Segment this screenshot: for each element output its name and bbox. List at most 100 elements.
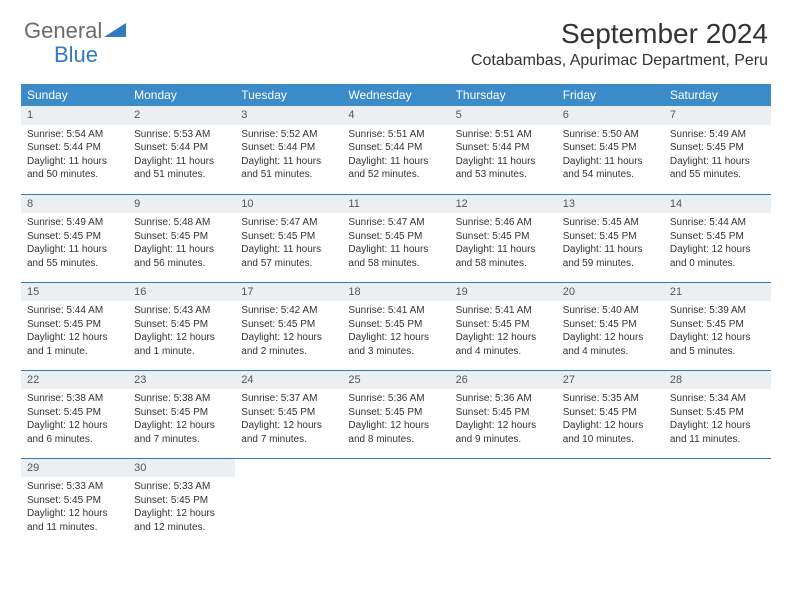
day-body: Sunrise: 5:46 AMSunset: 5:45 PMDaylight:… [450, 213, 557, 274]
calendar-cell: 10Sunrise: 5:47 AMSunset: 5:45 PMDayligh… [235, 194, 342, 282]
sunset-text: Sunset: 5:45 PM [27, 406, 122, 420]
sunrise-text: Sunrise: 5:52 AM [241, 128, 336, 142]
sunrise-text: Sunrise: 5:34 AM [670, 392, 765, 406]
day-body: Sunrise: 5:36 AMSunset: 5:45 PMDaylight:… [450, 389, 557, 450]
day-body: Sunrise: 5:41 AMSunset: 5:45 PMDaylight:… [450, 301, 557, 362]
daylight-line1: Daylight: 11 hours [456, 155, 551, 169]
calendar-cell: 8Sunrise: 5:49 AMSunset: 5:45 PMDaylight… [21, 194, 128, 282]
day-body: Sunrise: 5:51 AMSunset: 5:44 PMDaylight:… [342, 125, 449, 186]
sunrise-text: Sunrise: 5:47 AM [241, 216, 336, 230]
day-body: Sunrise: 5:43 AMSunset: 5:45 PMDaylight:… [128, 301, 235, 362]
day-number: 11 [342, 195, 449, 214]
sunrise-text: Sunrise: 5:40 AM [563, 304, 658, 318]
calendar-row: 29Sunrise: 5:33 AMSunset: 5:45 PMDayligh… [21, 458, 771, 546]
daylight-line1: Daylight: 12 hours [348, 419, 443, 433]
daylight-line1: Daylight: 12 hours [456, 419, 551, 433]
daylight-line2: and 1 minute. [134, 345, 229, 359]
sunrise-text: Sunrise: 5:35 AM [563, 392, 658, 406]
day-body: Sunrise: 5:44 AMSunset: 5:45 PMDaylight:… [664, 213, 771, 274]
calendar-cell: 28Sunrise: 5:34 AMSunset: 5:45 PMDayligh… [664, 370, 771, 458]
day-number: 27 [557, 371, 664, 390]
sunset-text: Sunset: 5:45 PM [670, 141, 765, 155]
daylight-line1: Daylight: 12 hours [134, 507, 229, 521]
sunset-text: Sunset: 5:45 PM [348, 406, 443, 420]
sunrise-text: Sunrise: 5:54 AM [27, 128, 122, 142]
daylight-line2: and 56 minutes. [134, 257, 229, 271]
sunset-text: Sunset: 5:45 PM [563, 141, 658, 155]
daylight-line1: Daylight: 12 hours [27, 419, 122, 433]
sunset-text: Sunset: 5:45 PM [563, 318, 658, 332]
calendar-cell: 18Sunrise: 5:41 AMSunset: 5:45 PMDayligh… [342, 282, 449, 370]
day-body: Sunrise: 5:50 AMSunset: 5:45 PMDaylight:… [557, 125, 664, 186]
calendar-cell: 13Sunrise: 5:45 AMSunset: 5:45 PMDayligh… [557, 194, 664, 282]
calendar-cell: 20Sunrise: 5:40 AMSunset: 5:45 PMDayligh… [557, 282, 664, 370]
weekday-thursday: Thursday [450, 84, 557, 106]
day-body: Sunrise: 5:33 AMSunset: 5:45 PMDaylight:… [128, 477, 235, 538]
calendar-cell: 7Sunrise: 5:49 AMSunset: 5:45 PMDaylight… [664, 106, 771, 194]
calendar-cell [235, 458, 342, 546]
sunrise-text: Sunrise: 5:50 AM [563, 128, 658, 142]
day-number: 2 [128, 106, 235, 125]
title-block: September 2024 Cotabambas, Apurimac Depa… [471, 18, 768, 70]
sunrise-text: Sunrise: 5:41 AM [456, 304, 551, 318]
sunrise-text: Sunrise: 5:51 AM [456, 128, 551, 142]
sunrise-text: Sunrise: 5:48 AM [134, 216, 229, 230]
sunset-text: Sunset: 5:45 PM [134, 230, 229, 244]
sunset-text: Sunset: 5:45 PM [456, 230, 551, 244]
sunset-text: Sunset: 5:45 PM [456, 406, 551, 420]
calendar-row: 15Sunrise: 5:44 AMSunset: 5:45 PMDayligh… [21, 282, 771, 370]
day-number: 21 [664, 283, 771, 302]
day-number: 16 [128, 283, 235, 302]
day-body: Sunrise: 5:42 AMSunset: 5:45 PMDaylight:… [235, 301, 342, 362]
daylight-line2: and 7 minutes. [241, 433, 336, 447]
sunrise-text: Sunrise: 5:37 AM [241, 392, 336, 406]
calendar-cell: 27Sunrise: 5:35 AMSunset: 5:45 PMDayligh… [557, 370, 664, 458]
brand-word2: Blue [54, 42, 98, 68]
daylight-line1: Daylight: 11 hours [241, 243, 336, 257]
day-number: 19 [450, 283, 557, 302]
sunrise-text: Sunrise: 5:41 AM [348, 304, 443, 318]
calendar-cell: 16Sunrise: 5:43 AMSunset: 5:45 PMDayligh… [128, 282, 235, 370]
day-number: 5 [450, 106, 557, 125]
daylight-line2: and 6 minutes. [27, 433, 122, 447]
calendar-cell: 22Sunrise: 5:38 AMSunset: 5:45 PMDayligh… [21, 370, 128, 458]
daylight-line1: Daylight: 12 hours [456, 331, 551, 345]
daylight-line2: and 55 minutes. [27, 257, 122, 271]
sunset-text: Sunset: 5:44 PM [134, 141, 229, 155]
sunrise-text: Sunrise: 5:33 AM [134, 480, 229, 494]
calendar-row: 22Sunrise: 5:38 AMSunset: 5:45 PMDayligh… [21, 370, 771, 458]
logo-triangle-icon [104, 23, 126, 39]
sunset-text: Sunset: 5:45 PM [670, 406, 765, 420]
daylight-line2: and 12 minutes. [134, 521, 229, 535]
daylight-line1: Daylight: 12 hours [563, 331, 658, 345]
sunset-text: Sunset: 5:44 PM [241, 141, 336, 155]
day-number: 25 [342, 371, 449, 390]
sunset-text: Sunset: 5:45 PM [670, 318, 765, 332]
day-number: 15 [21, 283, 128, 302]
weekday-sunday: Sunday [21, 84, 128, 106]
calendar-cell: 25Sunrise: 5:36 AMSunset: 5:45 PMDayligh… [342, 370, 449, 458]
sunset-text: Sunset: 5:45 PM [27, 230, 122, 244]
daylight-line2: and 58 minutes. [456, 257, 551, 271]
daylight-line2: and 58 minutes. [348, 257, 443, 271]
daylight-line2: and 55 minutes. [670, 168, 765, 182]
day-number: 6 [557, 106, 664, 125]
calendar-cell: 19Sunrise: 5:41 AMSunset: 5:45 PMDayligh… [450, 282, 557, 370]
daylight-line1: Daylight: 12 hours [241, 331, 336, 345]
sunset-text: Sunset: 5:45 PM [27, 494, 122, 508]
sunset-text: Sunset: 5:45 PM [134, 406, 229, 420]
daylight-line1: Daylight: 11 hours [134, 155, 229, 169]
calendar-row: 1Sunrise: 5:54 AMSunset: 5:44 PMDaylight… [21, 106, 771, 194]
daylight-line2: and 51 minutes. [241, 168, 336, 182]
day-body: Sunrise: 5:36 AMSunset: 5:45 PMDaylight:… [342, 389, 449, 450]
calendar-cell: 14Sunrise: 5:44 AMSunset: 5:45 PMDayligh… [664, 194, 771, 282]
weekday-monday: Monday [128, 84, 235, 106]
day-body: Sunrise: 5:40 AMSunset: 5:45 PMDaylight:… [557, 301, 664, 362]
daylight-line1: Daylight: 11 hours [456, 243, 551, 257]
day-body: Sunrise: 5:38 AMSunset: 5:45 PMDaylight:… [128, 389, 235, 450]
calendar-cell: 23Sunrise: 5:38 AMSunset: 5:45 PMDayligh… [128, 370, 235, 458]
sunrise-text: Sunrise: 5:36 AM [348, 392, 443, 406]
day-body: Sunrise: 5:53 AMSunset: 5:44 PMDaylight:… [128, 125, 235, 186]
daylight-line2: and 11 minutes. [27, 521, 122, 535]
calendar-cell: 2Sunrise: 5:53 AMSunset: 5:44 PMDaylight… [128, 106, 235, 194]
